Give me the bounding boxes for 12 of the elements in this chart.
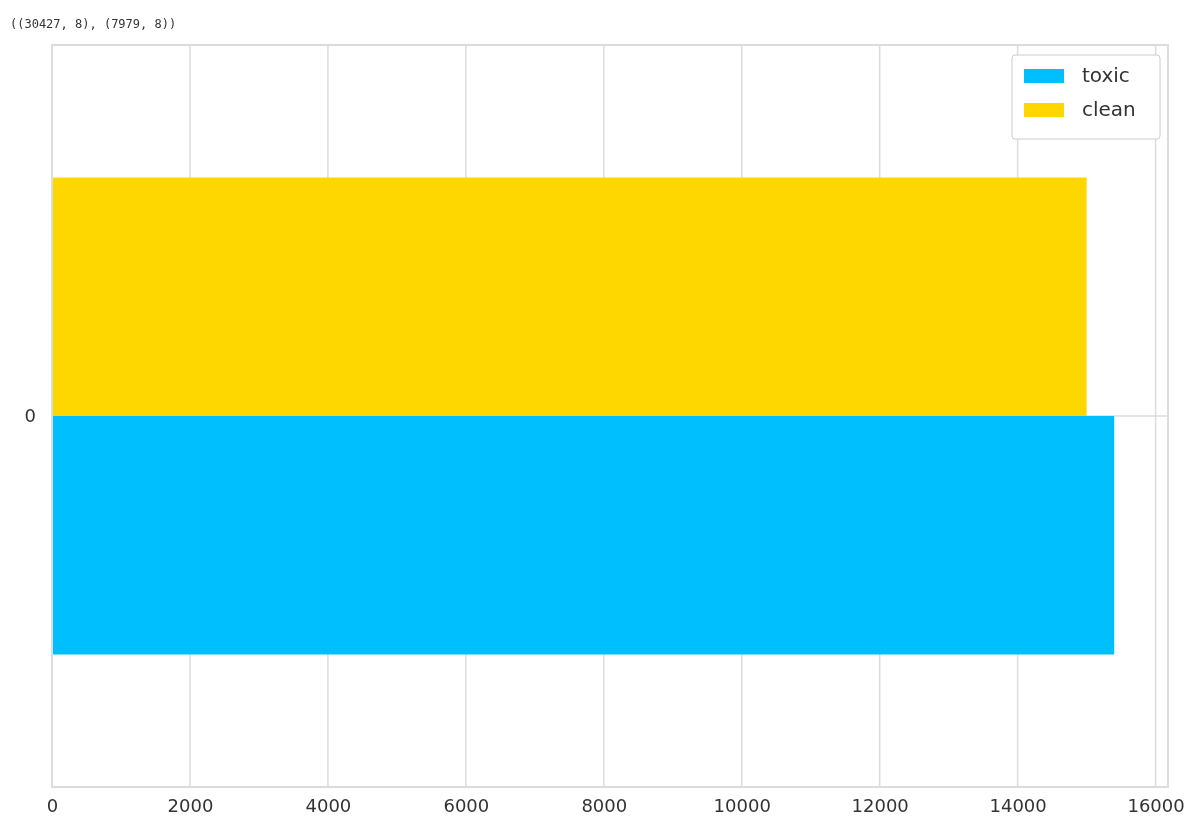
- x-tick-label: 16000: [1127, 794, 1185, 816]
- x-tick-label: 14000: [989, 794, 1047, 816]
- x-tick-label: 0: [46, 794, 59, 816]
- x-tick-label: 8000: [581, 794, 628, 816]
- x-tick-label: 6000: [443, 794, 490, 816]
- text: ((30427, 8), (7979, 8)): [10, 17, 177, 31]
- x-tick-label: 4000: [305, 794, 352, 816]
- x-tick-label: 10000: [713, 794, 771, 816]
- x-tick-label: 2000: [167, 794, 214, 816]
- x-tick-label: 12000: [851, 794, 909, 816]
- legend-label: toxic: [1082, 63, 1130, 87]
- legend-label: clean: [1082, 97, 1136, 121]
